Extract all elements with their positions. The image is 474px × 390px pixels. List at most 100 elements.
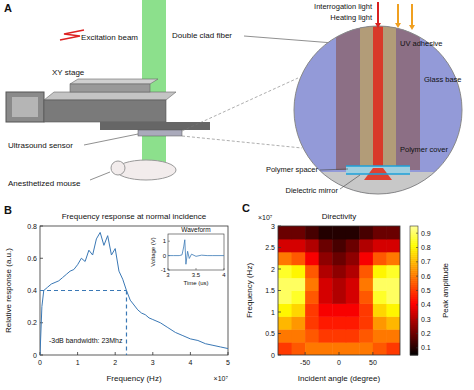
- heat-cell: [346, 278, 360, 291]
- heat-cell: [359, 342, 373, 355]
- tick-label: 0.4: [421, 301, 431, 308]
- tick: [228, 352, 229, 355]
- heat-cell: [373, 342, 387, 355]
- heat-cell: [305, 342, 319, 355]
- bandwidth-line: [40, 290, 126, 291]
- tick: [416, 347, 418, 348]
- tick: [224, 268, 225, 270]
- tick: [115, 352, 116, 355]
- panel-letter: C: [242, 202, 250, 214]
- tick-label: 0.8: [27, 223, 37, 230]
- tick: [305, 352, 306, 355]
- heat-cell: [359, 226, 373, 239]
- heat-cell: [386, 239, 400, 252]
- tick-label: 2: [113, 359, 117, 366]
- tick-label: 0: [271, 352, 275, 359]
- tick-label: 0: [38, 359, 42, 366]
- motor-face: [12, 97, 38, 117]
- zoom-line: [182, 136, 302, 148]
- label: XY stage: [52, 68, 85, 77]
- label: Glass base: [424, 75, 462, 84]
- heat-cell: [319, 316, 333, 329]
- waveform-line: [168, 240, 224, 264]
- heat-cell: [292, 226, 306, 239]
- heat-cell: [332, 342, 346, 355]
- heat-cell: [305, 316, 319, 329]
- heat-cell: [386, 278, 400, 291]
- tick: [168, 268, 169, 270]
- heat-cell: [346, 291, 360, 304]
- heat-cell: [319, 226, 333, 239]
- heat-cell: [305, 291, 319, 304]
- heat-cell: [359, 278, 373, 291]
- leader: [90, 172, 110, 180]
- stage-upper: [70, 84, 150, 92]
- tick-label: 0: [33, 352, 37, 359]
- plot-area: [40, 232, 228, 355]
- tick-label: 5: [226, 359, 230, 366]
- tick-label: 0.8: [421, 244, 431, 251]
- tick-label: 4: [222, 272, 226, 278]
- heat-cell: [332, 303, 346, 316]
- heat-cell: [332, 316, 346, 329]
- tick: [40, 258, 43, 259]
- tick-label: 0.1: [421, 344, 431, 351]
- tick: [278, 355, 281, 356]
- heat-cell: [305, 226, 319, 239]
- tick: [416, 290, 418, 291]
- mouse-head: [111, 161, 125, 175]
- plot-frame: [40, 226, 228, 355]
- stage-front: [44, 100, 166, 122]
- colorbar-title: Peak amplitude: [441, 262, 450, 318]
- heat-cell: [305, 278, 319, 291]
- heat-cell: [359, 239, 373, 252]
- tick-label: 0.6: [27, 255, 37, 262]
- tick: [416, 233, 418, 234]
- heat-cell: [359, 329, 373, 342]
- zoom-outline: [294, 26, 462, 194]
- heat-cell: [373, 265, 387, 278]
- tick-label: 0.3: [421, 316, 431, 323]
- fiber-cladding: [360, 20, 396, 168]
- heatmap-area: [278, 226, 400, 355]
- heat-cell: [359, 252, 373, 265]
- tick: [77, 352, 78, 355]
- heat-cell: [373, 226, 387, 239]
- label: UV adhesive: [400, 39, 443, 48]
- heat-cell: [292, 252, 306, 265]
- axis-title: Frequency (Hz): [245, 263, 254, 318]
- tick: [152, 352, 153, 355]
- tick-label: 3.5: [192, 272, 201, 278]
- inset-title: Waveform: [181, 226, 210, 233]
- heat-cell: [319, 252, 333, 265]
- label: Double clad fiber: [172, 31, 232, 40]
- tick-label: 0.7: [421, 258, 431, 265]
- heat-cell: [305, 329, 319, 342]
- tick: [416, 261, 418, 262]
- dielectric-mirror: [346, 173, 410, 175]
- heat-cell: [319, 342, 333, 355]
- heat-cell: [386, 342, 400, 355]
- heat-cell: [319, 329, 333, 342]
- axis-title: Voltage (V): [150, 237, 156, 267]
- label: Polymer spacer: [266, 165, 319, 174]
- tick: [40, 226, 43, 227]
- heat-cell: [292, 329, 306, 342]
- label: Anesthetized mouse: [8, 179, 81, 188]
- axis-exponent: ×10⁷: [214, 375, 229, 382]
- tick: [416, 304, 418, 305]
- tick: [416, 276, 418, 277]
- colorbar-step: [410, 226, 418, 229]
- axis-title: Time (us): [183, 280, 208, 286]
- heat-cell: [278, 226, 292, 239]
- heat-cell: [319, 239, 333, 252]
- heat-cell: [305, 303, 319, 316]
- heat-cell: [346, 329, 360, 342]
- heat-cell: [319, 278, 333, 291]
- tick-label: 3: [151, 359, 155, 366]
- tick-label: 3: [271, 223, 275, 230]
- heat-cell: [305, 265, 319, 278]
- tick-label: 1.5: [265, 287, 275, 294]
- heat-cell: [319, 303, 333, 316]
- tick-label: 0.9: [421, 230, 431, 237]
